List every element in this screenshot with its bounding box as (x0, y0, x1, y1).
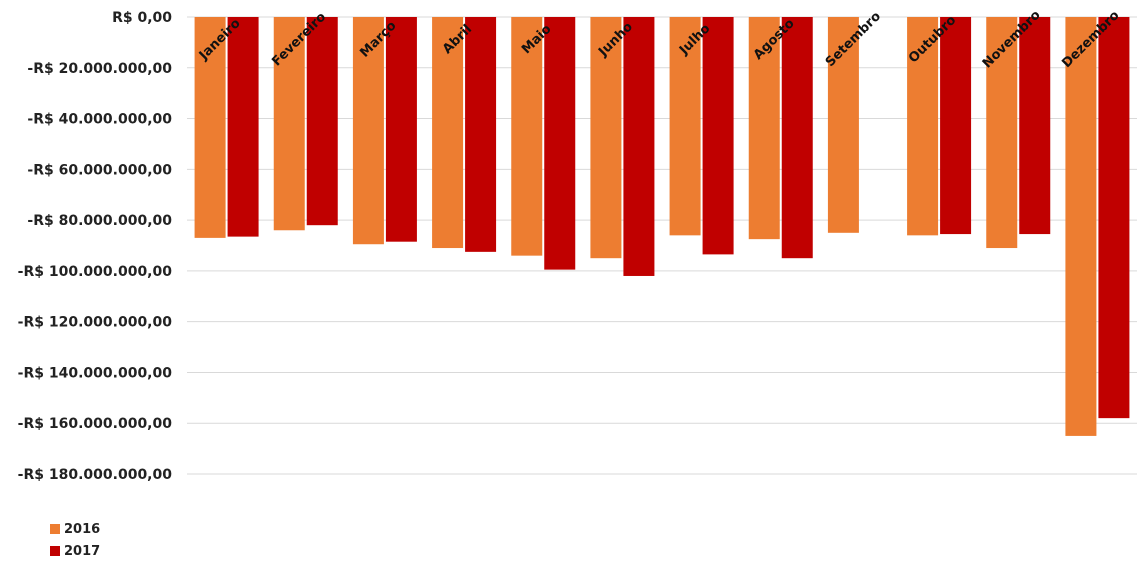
bar-2016 (907, 17, 939, 236)
bar-2016 (1065, 17, 1097, 436)
bar-2016 (827, 17, 859, 233)
bar-2017 (385, 17, 417, 242)
bar-2016 (194, 17, 226, 238)
bars (194, 17, 1130, 436)
y-tick-label: -R$ 20.000.000,00 (27, 61, 172, 77)
bar-2017 (940, 17, 972, 235)
bar-2017 (465, 17, 497, 252)
y-tick-label: -R$ 80.000.000,00 (27, 213, 172, 229)
bar-2017 (1098, 17, 1130, 419)
legend: 2016 2017 (50, 518, 100, 562)
bar-2016 (273, 17, 305, 231)
bar-2017 (781, 17, 813, 259)
y-tick-label: -R$ 160.000.000,00 (18, 416, 173, 432)
y-tick-label: -R$ 140.000.000,00 (18, 365, 173, 381)
bar-2017 (623, 17, 655, 276)
gridlines (187, 16, 1137, 475)
bar-2017 (227, 17, 259, 237)
legend-label-2016: 2016 (64, 521, 101, 537)
bar-2016 (986, 17, 1018, 249)
bar-2016 (590, 17, 622, 259)
legend-swatch-2017 (50, 546, 60, 556)
bar-2016 (352, 17, 384, 245)
bar-2017 (306, 17, 338, 226)
bar-2017 (1019, 17, 1051, 235)
legend-item-2016: 2016 (50, 518, 100, 540)
y-tick-label: -R$ 120.000.000,00 (18, 315, 173, 331)
bar-2017 (702, 17, 734, 255)
y-axis-tick-labels: R$ 0,00 -R$ 20.000.000,00 -R$ 40.000.000,0… (18, 10, 173, 483)
bar-2017 (544, 17, 576, 270)
y-tick-label: R$ 0,00 (112, 10, 172, 26)
bar-2016 (669, 17, 701, 236)
legend-swatch-2016 (50, 524, 60, 534)
legend-item-2017: 2017 (50, 540, 100, 562)
bar-2016 (511, 17, 543, 256)
y-tick-label: -R$ 180.000.000,00 (18, 467, 173, 483)
y-tick-label: -R$ 60.000.000,00 (27, 162, 172, 178)
bar-2016 (748, 17, 780, 240)
bar-2016 (432, 17, 464, 249)
y-tick-label: -R$ 100.000.000,00 (18, 264, 173, 280)
legend-label-2017: 2017 (64, 543, 101, 559)
y-tick-label: -R$ 40.000.000,00 (27, 112, 172, 128)
bar-chart: R$ 0,00 -R$ 20.000.000,00 -R$ 40.000.000,0… (18, 8, 1137, 483)
